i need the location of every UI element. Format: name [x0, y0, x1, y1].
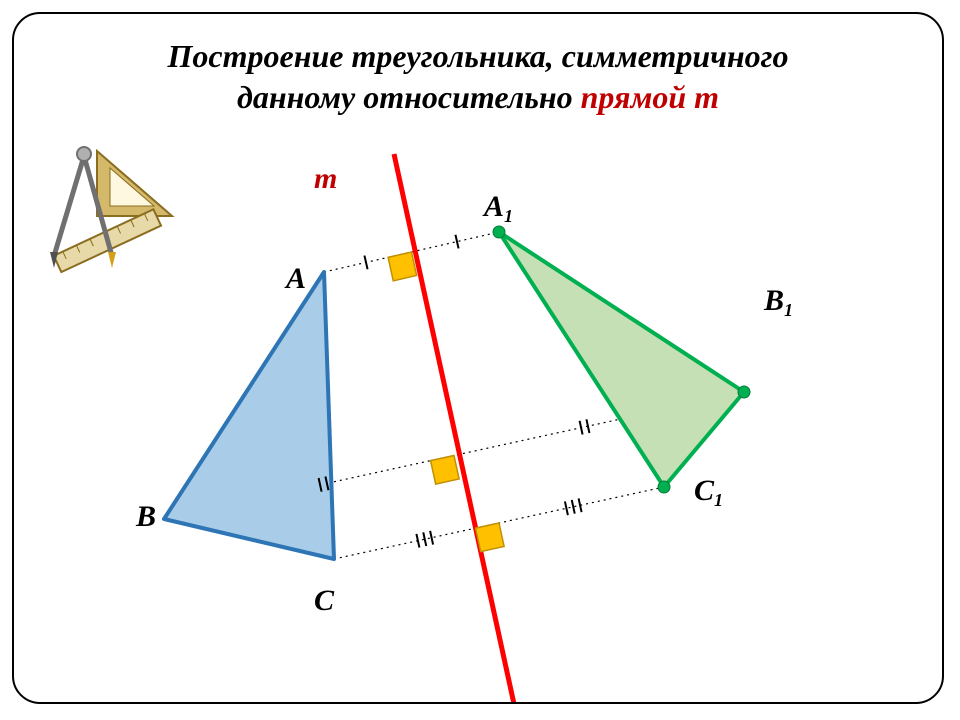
label-m: m	[314, 162, 337, 196]
label-C1-sub: 1	[714, 490, 723, 510]
label-C: С	[314, 586, 334, 616]
label-A1-sub: 1	[504, 206, 513, 226]
label-B: В	[136, 502, 156, 532]
label-A: А	[286, 264, 306, 294]
label-A1: А1	[484, 192, 513, 222]
geometry-diagram	[14, 14, 944, 704]
label-C1-base: С	[694, 474, 714, 507]
label-B1: В1	[764, 286, 793, 316]
label-B1-base: В	[764, 284, 784, 317]
slide-frame: Построение треугольника, симметричного д…	[12, 12, 944, 704]
label-A1-base: А	[484, 190, 504, 223]
label-B1-sub: 1	[784, 300, 793, 320]
label-C1: С1	[694, 476, 723, 506]
